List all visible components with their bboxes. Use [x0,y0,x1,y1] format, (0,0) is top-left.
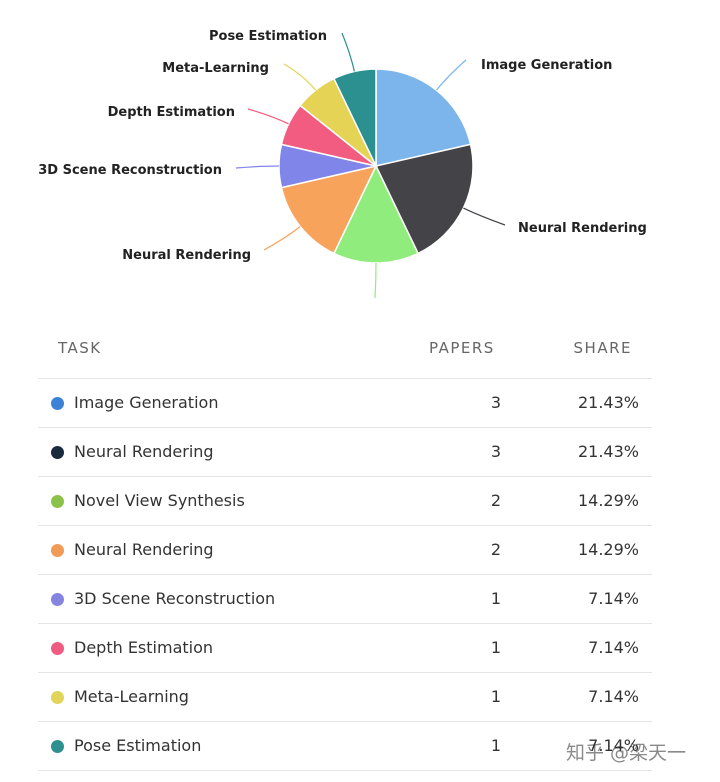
table-row: Meta-Learning 1 7.14% [38,673,652,722]
table-row: Novel View Synthesis 2 14.29% [38,477,652,526]
header-task: TASK [58,339,102,357]
slice-connector [374,262,377,299]
task-table: TASK PAPERS SHARE Image Generation 3 21.43… [38,325,652,771]
table-row: Image Generation 3 21.43% [38,379,652,428]
share-percent: 21.43% [577,442,639,461]
header-share: SHARE [573,339,632,357]
paper-count: 1 [490,736,501,755]
watermark: 知乎 @梁天一 [566,742,687,764]
paper-count: 1 [490,589,501,608]
pie-slice [280,164,378,255]
table-row: 3D Scene Reconstruction 1 7.14% [38,575,652,624]
slice-connector [263,226,301,251]
share-percent: 14.29% [577,540,639,559]
task-name: Depth Estimation [74,638,214,657]
share-percent: 7.14% [588,736,639,755]
paper-count: 2 [490,540,501,559]
slice-label: Neural Rendering [122,248,251,263]
task-name: Novel View Synthesis [74,491,245,510]
task-name: 3D Scene Reconstruction [74,589,276,608]
pie-slice [332,164,420,264]
task-name: Meta-Learning [74,687,189,706]
slice-connector [463,207,506,226]
share-percent: 14.29% [577,491,639,510]
legend-dot-icon [51,544,64,557]
table-row: Depth Estimation 1 7.14% [38,624,652,673]
legend-dot-icon [51,397,64,410]
paper-count: 1 [490,687,501,706]
paper-count: 1 [490,638,501,657]
share-percent: 21.43% [577,393,639,412]
slice-label: Meta-Learning [162,61,269,76]
pie-chart-svg: Image Generation Neural Rendering Neural R… [38,29,647,299]
pie-chart: Image Generation Neural Rendering Neural R… [0,0,720,310]
slice-label: 3D Scene Reconstruction [38,163,222,178]
slice-connector [247,108,289,125]
slice-label: Neural Rendering [518,221,647,236]
task-name: Neural Rendering [74,540,214,559]
slice-connector [283,63,316,91]
share-percent: 7.14% [588,589,639,608]
slice-label: Pose Estimation [209,29,327,44]
legend-dot-icon [51,446,64,459]
legend-dot-icon [51,740,64,753]
share-percent: 7.14% [588,687,639,706]
table-row: Neural Rendering 2 14.29% [38,526,652,575]
slice-connector [235,165,280,169]
task-name: Pose Estimation [74,736,202,755]
paper-count: 3 [490,442,501,461]
task-name: Neural Rendering [74,442,214,461]
slice-connector [341,32,355,72]
share-percent: 7.14% [588,638,639,657]
header-papers: PAPERS [429,339,495,357]
legend-dot-icon [51,691,64,704]
table-body: Image Generation 3 21.43% Neural Rendering 3… [38,379,652,771]
slice-label: Image Generation [481,58,612,73]
slice-connector [436,59,467,91]
table-row: Pose Estimation 1 7.14% [38,722,652,771]
legend-dot-icon [51,593,64,606]
slice-label: Depth Estimation [108,105,235,120]
paper-count: 3 [490,393,501,412]
table-header: TASK PAPERS SHARE [38,325,652,379]
paper-count: 2 [490,491,501,510]
table-row: Neural Rendering 3 21.43% [38,428,652,477]
legend-dot-icon [51,495,64,508]
legend-dot-icon [51,642,64,655]
task-name: Image Generation [74,393,219,412]
